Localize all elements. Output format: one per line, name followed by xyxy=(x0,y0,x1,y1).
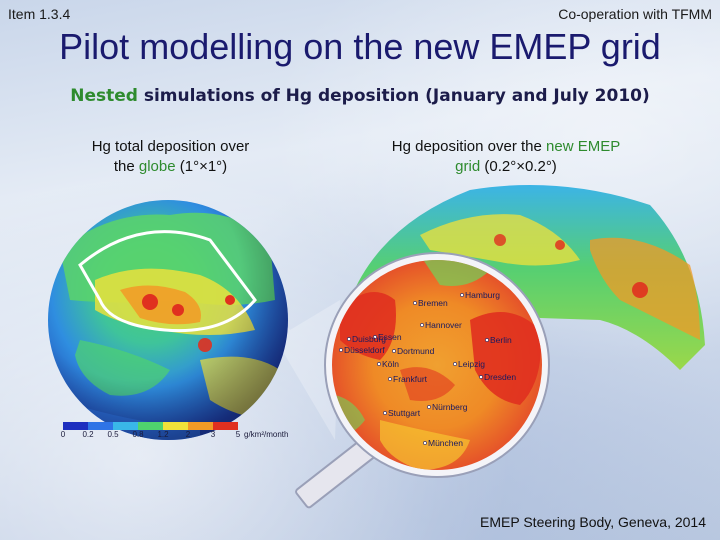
legend-color-2 xyxy=(113,422,138,430)
city-marker xyxy=(373,335,377,339)
emep-caption-highlight: new EMEP xyxy=(546,138,621,155)
legend-tick: 0.8 xyxy=(132,430,144,439)
footer-text: EMEP Steering Body, Geneva, 2014 xyxy=(480,514,706,530)
city-label: München xyxy=(428,438,463,448)
legend-tick: 2 xyxy=(186,430,191,439)
globe-caption: Hg total deposition over the globe (1°×1… xyxy=(48,137,293,177)
city-label: Nürnberg xyxy=(432,402,468,412)
slide-title: Pilot modelling on the new EMEP grid xyxy=(59,26,661,67)
city-label: Düsseldorf xyxy=(344,345,385,355)
legend-tick: 0.5 xyxy=(107,430,119,439)
item-number: Item 1.3.4 xyxy=(8,6,71,22)
city-marker xyxy=(485,338,489,342)
city-label: Duisburg xyxy=(352,334,386,344)
nest-domain-outline xyxy=(78,230,257,333)
cooperation-label: Co-operation with TFMM xyxy=(558,6,712,22)
city-marker xyxy=(339,348,343,352)
legend-color-6 xyxy=(213,422,238,430)
city-label: Leipzig xyxy=(458,359,485,369)
legend-tick: 1.2 xyxy=(157,430,169,439)
city-label: Dortmund xyxy=(397,346,435,356)
legend-tick: 0.2 xyxy=(82,430,94,439)
city-label: Frankfurt xyxy=(393,374,428,384)
subtitle-rest: simulations of Hg deposition (January an… xyxy=(137,86,650,106)
city-label: Dresden xyxy=(484,372,516,382)
city-marker xyxy=(427,405,431,409)
slide-subtitle: Nested simulations of Hg deposition (Jan… xyxy=(0,86,720,106)
emep-caption-pre: Hg deposition over the xyxy=(391,138,547,155)
legend-tick: 0 xyxy=(61,430,66,439)
globe-caption-pre: the xyxy=(113,158,139,175)
city-label: Bremen xyxy=(418,298,448,308)
emep-caption: Hg deposition over the new EMEP grid (0.… xyxy=(356,137,656,177)
globe-legend: 0 0.2 0.5 0.8 1.2 2 3 5 g/km²/month xyxy=(61,422,288,439)
globe-map xyxy=(48,200,288,440)
city-marker xyxy=(423,441,427,445)
legend-color-1 xyxy=(88,422,113,430)
city-marker xyxy=(377,362,381,366)
legend-color-0 xyxy=(63,422,88,430)
emep-domain-map xyxy=(350,185,705,370)
city-marker xyxy=(453,362,457,366)
emep-caption-post: (0.2°×0.2°) xyxy=(480,158,557,175)
legend-color-4 xyxy=(163,422,188,430)
legend-color-5 xyxy=(188,422,213,430)
city-label: Essen xyxy=(378,332,402,342)
city-label: Stuttgart xyxy=(388,408,421,418)
city-marker xyxy=(392,349,396,353)
emep-caption-highlight2: grid xyxy=(455,158,481,175)
legend-tick: 5 xyxy=(236,430,241,439)
city-marker xyxy=(460,293,464,297)
city-marker xyxy=(388,377,392,381)
city-marker xyxy=(420,323,424,327)
city-marker xyxy=(479,375,483,379)
city-label: Hamburg xyxy=(465,290,500,300)
globe-caption-post: (1°×1°) xyxy=(175,158,228,175)
magnifier-lens: Bremen Hamburg Hannover Essen Berlin Duisburg… xyxy=(324,252,550,478)
legend-tick: 3 xyxy=(211,430,216,439)
city-label: Hannover xyxy=(425,320,462,330)
city-marker xyxy=(347,337,351,341)
city-label: Berlin xyxy=(490,335,512,345)
legend-unit: g/km²/month xyxy=(244,430,288,439)
globe-caption-line1: Hg total deposition over xyxy=(91,138,250,155)
city-marker xyxy=(413,301,417,305)
city-labels: Bremen Hamburg Hannover Essen Berlin Duisburg… xyxy=(339,290,516,448)
subtitle-highlight: Nested xyxy=(70,86,138,106)
globe-caption-highlight: globe xyxy=(138,158,176,175)
city-label: Köln xyxy=(382,359,399,369)
city-marker xyxy=(383,411,387,415)
legend-color-3 xyxy=(138,422,163,430)
